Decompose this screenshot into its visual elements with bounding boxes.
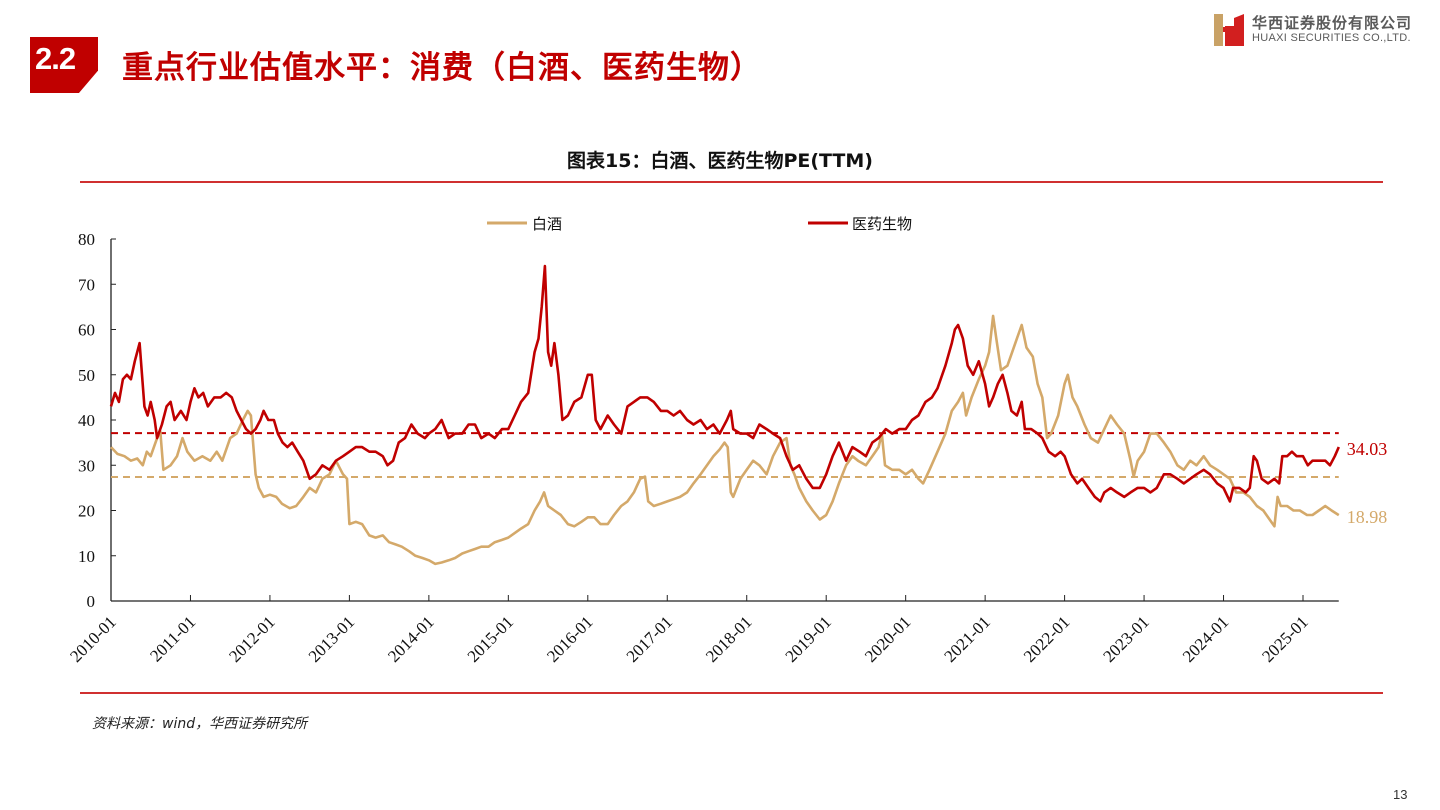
series-line <box>109 264 1340 503</box>
series-line <box>110 314 1340 566</box>
x-tick-label: 2016-01 <box>543 612 597 666</box>
end-value-label: 18.98 <box>1347 507 1388 527</box>
logo-name-cn: 华西证券股份有限公司 <box>1252 14 1413 32</box>
end-value-label: 34.03 <box>1347 439 1388 459</box>
huaxi-logo-icon <box>1214 14 1244 46</box>
x-tick-label: 2021-01 <box>940 612 994 666</box>
series-lines <box>109 264 1340 566</box>
y-tick-label: 80 <box>78 230 95 249</box>
page-title: 重点行业估值水平：消费（白酒、医药生物） <box>122 50 762 86</box>
page-number: 13 <box>1393 787 1408 802</box>
y-tick-label: 60 <box>78 321 95 340</box>
x-tick-label: 2017-01 <box>623 612 677 666</box>
section-number-badge: 2.2 <box>30 37 98 93</box>
mean-lines <box>111 432 1339 479</box>
x-tick-label: 2018-01 <box>702 612 756 666</box>
y-tick-label: 70 <box>78 275 95 294</box>
x-tick-label: 2025-01 <box>1258 612 1312 666</box>
end-value-labels: 18.98 34.03 <box>1347 439 1388 527</box>
x-tick-label: 2014-01 <box>384 612 438 666</box>
y-tick-label: 10 <box>78 547 95 566</box>
x-tick-label: 2022-01 <box>1020 612 1074 666</box>
x-tick-label: 2012-01 <box>225 612 279 666</box>
x-tick-label: 2020-01 <box>861 612 915 666</box>
company-logo: 华西证券股份有限公司 HUAXI SECURITIES CO.,LTD. <box>1214 12 1429 48</box>
source-note: 资料来源：wind，华西证券研究所 <box>92 716 308 732</box>
section-number: 2.2 <box>35 41 76 76</box>
y-axis: 0 10 20 30 40 50 60 70 80 <box>78 230 116 611</box>
y-tick-label: 30 <box>78 456 95 475</box>
x-tick-label: 2019-01 <box>782 612 836 666</box>
chart-title: 图表15：白酒、医药生物PE(TTM) <box>567 150 873 172</box>
legend-label-pharma: 医药生物 <box>852 215 912 233</box>
logo-name-en: HUAXI SECURITIES CO.,LTD. <box>1252 32 1411 44</box>
y-tick-label: 40 <box>78 411 95 430</box>
x-tick-label: 2013-01 <box>305 612 359 666</box>
x-tick-label: 2010-01 <box>66 612 120 666</box>
bottom-divider <box>80 692 1383 694</box>
chart-legend: 白酒 医药生物 <box>487 215 912 233</box>
y-tick-label: 20 <box>78 502 95 521</box>
y-tick-label: 0 <box>87 592 96 611</box>
x-tick-label: 2015-01 <box>464 612 518 666</box>
x-tick-label: 2011-01 <box>146 612 199 665</box>
x-axis: 2010-01 2011-01 2012-01 2013-01 2014-01 2015-… <box>66 595 1339 666</box>
x-tick-label: 2023-01 <box>1099 612 1153 666</box>
x-tick-label: 2024-01 <box>1179 612 1233 666</box>
y-tick-label: 50 <box>78 366 95 385</box>
top-divider <box>80 181 1383 183</box>
legend-label-baijiu: 白酒 <box>532 215 562 233</box>
